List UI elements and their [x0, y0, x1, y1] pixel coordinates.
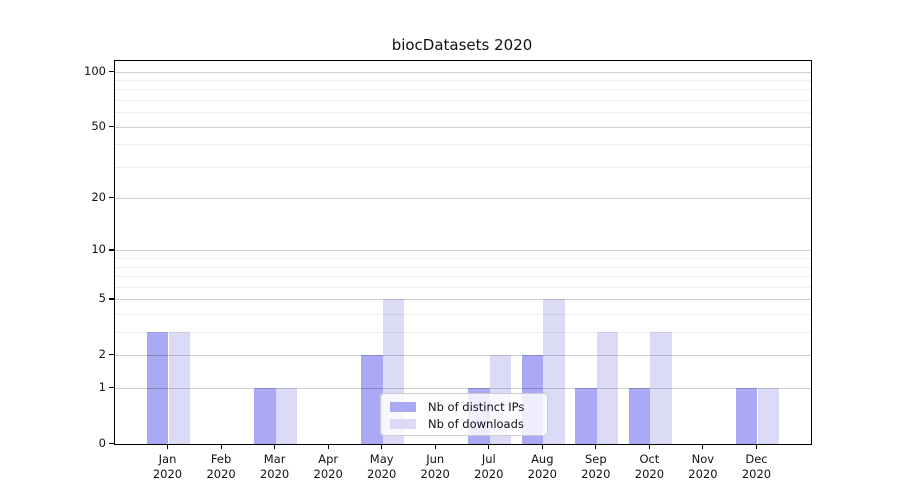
y-tick-label: 100 — [84, 63, 106, 78]
chart-title: biocDatasets 2020 — [391, 36, 533, 54]
legend-item-distinct-ips: Nb of distinct IPs — [390, 399, 538, 414]
y-tick-mark — [109, 249, 114, 251]
y-tick-mark — [109, 298, 114, 300]
x-tick-label: Jul 2020 — [474, 452, 504, 481]
y-tick-label: 5 — [98, 291, 106, 306]
bar-distinct-ips — [575, 388, 597, 444]
legend-item-downloads: Nb of downloads — [390, 416, 538, 431]
x-tick-mark — [541, 444, 543, 449]
x-tick-mark — [381, 444, 383, 449]
y-tick-label: 10 — [91, 242, 106, 257]
x-tick-label: Oct 2020 — [634, 452, 665, 481]
y-tick-mark — [109, 125, 114, 127]
bars-layer — [115, 61, 811, 444]
x-tick-label: Jan 2020 — [152, 452, 183, 481]
x-tick-label: Feb 2020 — [206, 452, 236, 481]
bar-downloads — [275, 388, 297, 444]
x-tick-label: Mar 2020 — [259, 452, 290, 481]
x-tick-label: Jun 2020 — [420, 452, 450, 481]
legend-swatch-distinct-ips — [390, 401, 416, 412]
x-tick-label: Aug 2020 — [527, 452, 557, 481]
y-tick-mark — [109, 387, 114, 389]
x-tick-mark — [274, 444, 276, 449]
legend-label-distinct-ips: Nb of distinct IPs — [428, 399, 525, 414]
x-tick-mark — [755, 444, 758, 449]
bar-downloads — [543, 299, 565, 444]
bar-downloads — [650, 332, 672, 444]
bar-distinct-ips — [147, 332, 169, 444]
bar-distinct-ips — [629, 388, 651, 444]
y-tick-mark — [109, 443, 114, 445]
bar-downloads — [757, 388, 779, 444]
x-tick-mark — [220, 444, 222, 449]
y-tick-mark — [109, 354, 114, 356]
x-tick-mark — [648, 444, 650, 449]
x-tick-label: Apr 2020 — [313, 452, 343, 481]
y-tick-label: 1 — [98, 380, 106, 395]
x-tick-label: Dec 2020 — [741, 452, 772, 481]
bar-distinct-ips — [254, 388, 276, 444]
x-tick-mark — [488, 444, 490, 449]
legend-swatch-downloads — [390, 418, 416, 429]
y-tick-label: 20 — [91, 190, 106, 205]
x-tick-label: Sep 2020 — [581, 452, 611, 481]
x-tick-mark — [595, 444, 597, 449]
bar-distinct-ips — [736, 388, 758, 444]
legend-label-downloads: Nb of downloads — [428, 416, 524, 431]
y-tick-label: 50 — [91, 118, 106, 133]
x-tick-mark — [327, 444, 329, 449]
y-tick-label: 0 — [98, 436, 106, 450]
x-tick-mark — [434, 444, 436, 449]
y-tick-mark — [109, 197, 114, 199]
y-tick-mark — [109, 70, 114, 72]
y-tick-label: 2 — [98, 347, 106, 362]
x-tick-label: Nov 2020 — [688, 452, 718, 481]
bar-downloads — [596, 332, 619, 444]
x-tick-mark — [702, 444, 704, 449]
bar-downloads — [168, 332, 190, 444]
x-tick-mark — [166, 444, 169, 449]
plot-area: Nb of distinct IPs Nb of downloads — [114, 60, 812, 445]
legend: Nb of distinct IPs Nb of downloads — [380, 393, 548, 436]
bar-distinct-ips — [361, 355, 383, 444]
x-tick-label: May 2020 — [367, 452, 397, 481]
